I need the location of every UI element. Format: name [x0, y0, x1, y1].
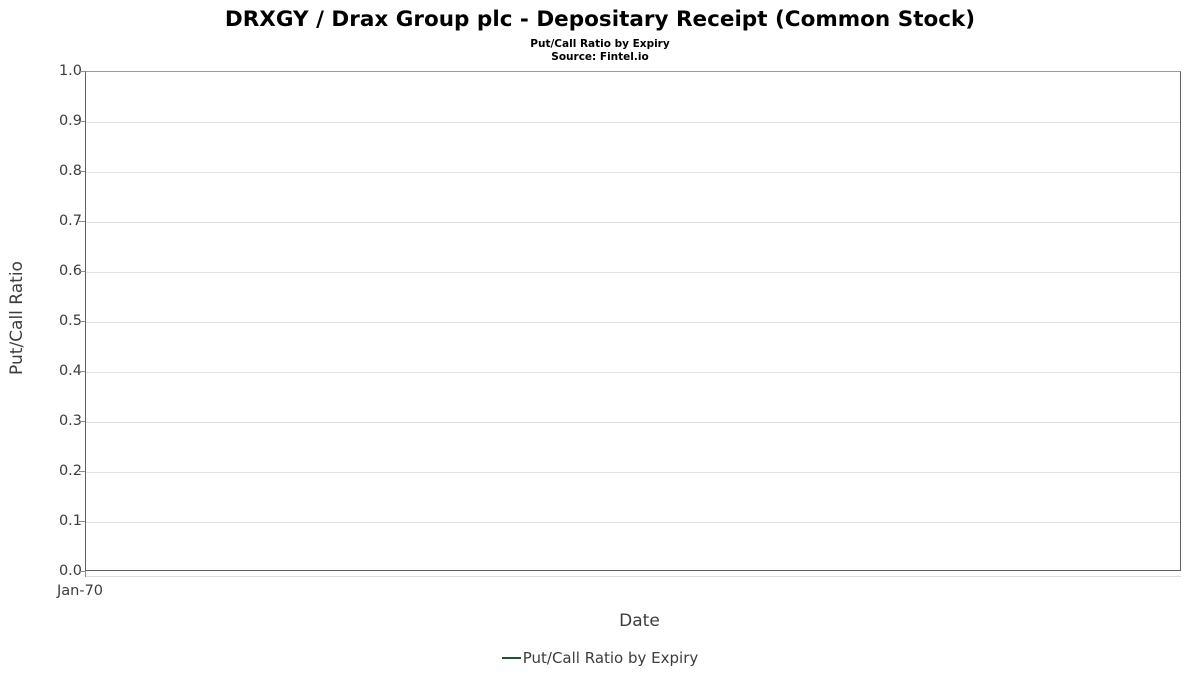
chart-legend: Put/Call Ratio by Expiry	[0, 649, 1200, 667]
gridline-y-0.5	[86, 322, 1180, 323]
gridline-y-0.2	[86, 472, 1180, 473]
y-tick-label-0.7: 0.7	[58, 213, 82, 229]
gridline-y-0.6	[86, 272, 1180, 273]
axis-base-rule	[85, 576, 1181, 577]
x-tick-label-jan-70: Jan-70	[57, 583, 104, 599]
gridline-y-0.3	[86, 422, 1180, 423]
legend-label: Put/Call Ratio by Expiry	[522, 649, 699, 667]
plot-area	[85, 71, 1181, 571]
y-tick-mark-0.9	[79, 121, 85, 123]
y-tick-mark-0.7	[79, 221, 85, 223]
chart-subtitle: Put/Call Ratio by Expiry	[530, 38, 670, 50]
x-axis-label: Date	[619, 611, 660, 631]
y-tick-label-0.6: 0.6	[58, 263, 82, 279]
y-tick-mark-0.3	[79, 421, 85, 423]
gridline-y-0.4	[86, 372, 1180, 373]
series-layer	[86, 72, 1180, 570]
chart-header: DRXGY / Drax Group plc - Depositary Rece…	[0, 0, 1200, 64]
legend-line-swatch-icon	[501, 656, 521, 660]
y-tick-mark-0.4	[79, 371, 85, 373]
y-tick-label-0.2: 0.2	[58, 463, 82, 479]
y-tick-label-0.5: 0.5	[58, 313, 82, 329]
y-tick-mark-0.2	[79, 471, 85, 473]
y-tick-label-0.0: 0.0	[58, 563, 82, 579]
y-tick-label-1.0: 1.0	[58, 63, 82, 79]
y-tick-label-0.1: 0.1	[58, 513, 82, 529]
y-tick-label-0.4: 0.4	[58, 363, 82, 379]
chart-source-caption: Source: Fintel.io	[551, 51, 649, 63]
gridline-y-0.7	[86, 222, 1180, 223]
gridline-y-0.1	[86, 522, 1180, 523]
chart-title: DRXGY / Drax Group plc - Depositary Rece…	[224, 7, 976, 32]
y-tick-mark-0.0	[79, 571, 85, 573]
y-tick-mark-0.6	[79, 271, 85, 273]
legend-entry-0[interactable]: Put/Call Ratio by Expiry	[501, 649, 699, 667]
y-tick-mark-0.8	[79, 171, 85, 173]
y-tick-mark-1.0	[79, 71, 85, 73]
gridline-y-0.9	[86, 122, 1180, 123]
y-tick-label-0.3: 0.3	[58, 413, 82, 429]
y-tick-label-0.8: 0.8	[58, 163, 82, 179]
x-tick-mark-jan-70	[85, 571, 87, 577]
y-tick-mark-0.5	[79, 321, 85, 323]
y-tick-label-0.9: 0.9	[58, 113, 82, 129]
gridline-y-0.8	[86, 172, 1180, 173]
y-axis-label: Put/Call Ratio	[7, 261, 27, 375]
y-tick-mark-0.1	[79, 521, 85, 523]
